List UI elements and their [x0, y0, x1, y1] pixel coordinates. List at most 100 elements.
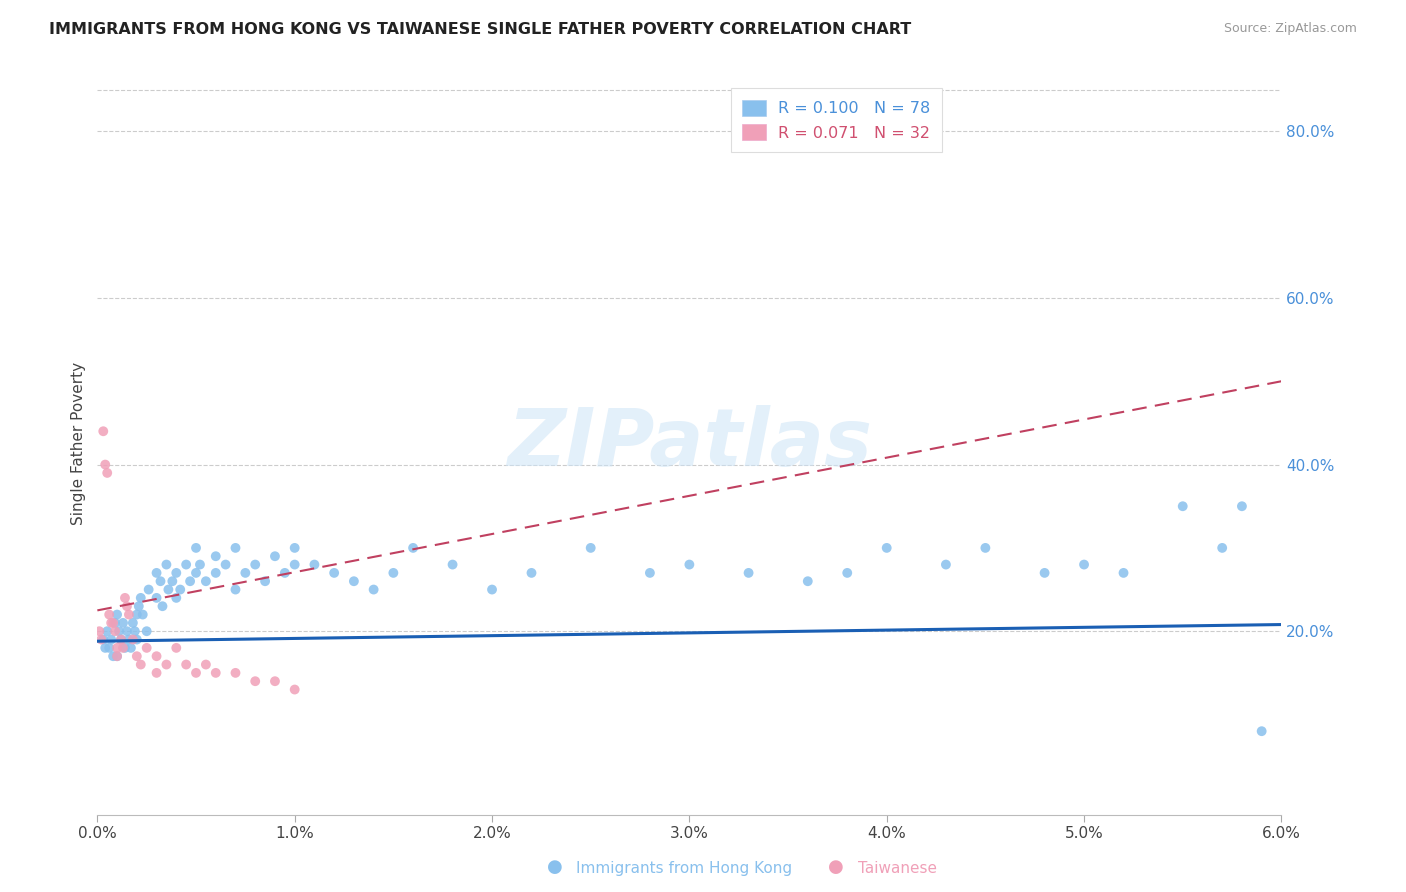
Text: IMMIGRANTS FROM HONG KONG VS TAIWANESE SINGLE FATHER POVERTY CORRELATION CHART: IMMIGRANTS FROM HONG KONG VS TAIWANESE S…	[49, 22, 911, 37]
Point	[135, 624, 157, 639]
Point	[91, 632, 114, 647]
Text: ●: ●	[828, 858, 844, 876]
Point	[254, 574, 277, 589]
Point	[155, 558, 177, 572]
Point	[323, 566, 346, 580]
Point	[402, 541, 425, 555]
Point	[162, 574, 184, 589]
Point	[481, 582, 503, 597]
Point	[122, 615, 145, 630]
Point	[89, 624, 111, 639]
Point	[114, 591, 136, 605]
Point	[105, 607, 128, 622]
Point	[935, 558, 957, 572]
Point	[304, 558, 326, 572]
Point	[96, 466, 118, 480]
Text: ZIPatlas: ZIPatlas	[508, 405, 872, 483]
Point	[145, 566, 167, 580]
Point	[155, 657, 177, 672]
Point	[125, 632, 148, 647]
Point	[274, 566, 297, 580]
Point	[1033, 566, 1056, 580]
Point	[174, 657, 197, 672]
Point	[115, 599, 138, 614]
Point	[118, 607, 141, 622]
Point	[876, 541, 898, 555]
Point	[363, 582, 385, 597]
Point	[264, 674, 287, 689]
Point	[184, 541, 207, 555]
Point	[128, 599, 150, 614]
Point	[284, 541, 307, 555]
Point	[194, 574, 217, 589]
Point	[579, 541, 602, 555]
Text: ●: ●	[547, 858, 562, 876]
Point	[157, 582, 180, 597]
Point	[214, 558, 236, 572]
Point	[114, 640, 136, 655]
Point	[204, 665, 226, 680]
Point	[110, 632, 132, 647]
Point	[115, 624, 138, 639]
Point	[104, 615, 127, 630]
Point	[90, 632, 112, 647]
Point	[1250, 724, 1272, 739]
Point	[98, 607, 121, 622]
Point	[204, 549, 226, 564]
Point	[224, 541, 246, 555]
Point	[165, 591, 187, 605]
Point	[737, 566, 759, 580]
Legend: R = 0.100   N = 78, R = 0.071   N = 32: R = 0.100 N = 78, R = 0.071 N = 32	[731, 88, 942, 152]
Text: Taiwanese: Taiwanese	[858, 861, 936, 876]
Point	[100, 615, 122, 630]
Point	[110, 632, 132, 647]
Point	[152, 599, 174, 614]
Point	[284, 682, 307, 697]
Point	[145, 649, 167, 664]
Point	[120, 640, 142, 655]
Point	[132, 607, 155, 622]
Point	[1073, 558, 1095, 572]
Point	[122, 632, 145, 647]
Point	[118, 632, 141, 647]
Point	[101, 615, 124, 630]
Point	[129, 657, 152, 672]
Point	[105, 649, 128, 664]
Point	[1171, 500, 1194, 514]
Point	[678, 558, 700, 572]
Point	[245, 558, 267, 572]
Text: Immigrants from Hong Kong: Immigrants from Hong Kong	[576, 861, 793, 876]
Point	[382, 566, 405, 580]
Point	[797, 574, 820, 589]
Point	[224, 665, 246, 680]
Point	[98, 640, 121, 655]
Point	[149, 574, 172, 589]
Point	[145, 591, 167, 605]
Y-axis label: Single Father Poverty: Single Father Poverty	[72, 362, 86, 525]
Point	[1230, 500, 1253, 514]
Text: Source: ZipAtlas.com: Source: ZipAtlas.com	[1223, 22, 1357, 36]
Point	[104, 624, 127, 639]
Point	[174, 558, 197, 572]
Point	[441, 558, 464, 572]
Point	[184, 566, 207, 580]
Point	[974, 541, 997, 555]
Point	[94, 640, 117, 655]
Point	[169, 582, 191, 597]
Point	[125, 607, 148, 622]
Point	[165, 566, 187, 580]
Point	[1112, 566, 1135, 580]
Point	[165, 640, 187, 655]
Point	[105, 640, 128, 655]
Point	[1211, 541, 1233, 555]
Point	[108, 624, 131, 639]
Point	[100, 632, 122, 647]
Point	[135, 640, 157, 655]
Point	[224, 582, 246, 597]
Point	[837, 566, 859, 580]
Point	[235, 566, 257, 580]
Point	[124, 624, 146, 639]
Point	[184, 665, 207, 680]
Point	[129, 591, 152, 605]
Point	[343, 574, 366, 589]
